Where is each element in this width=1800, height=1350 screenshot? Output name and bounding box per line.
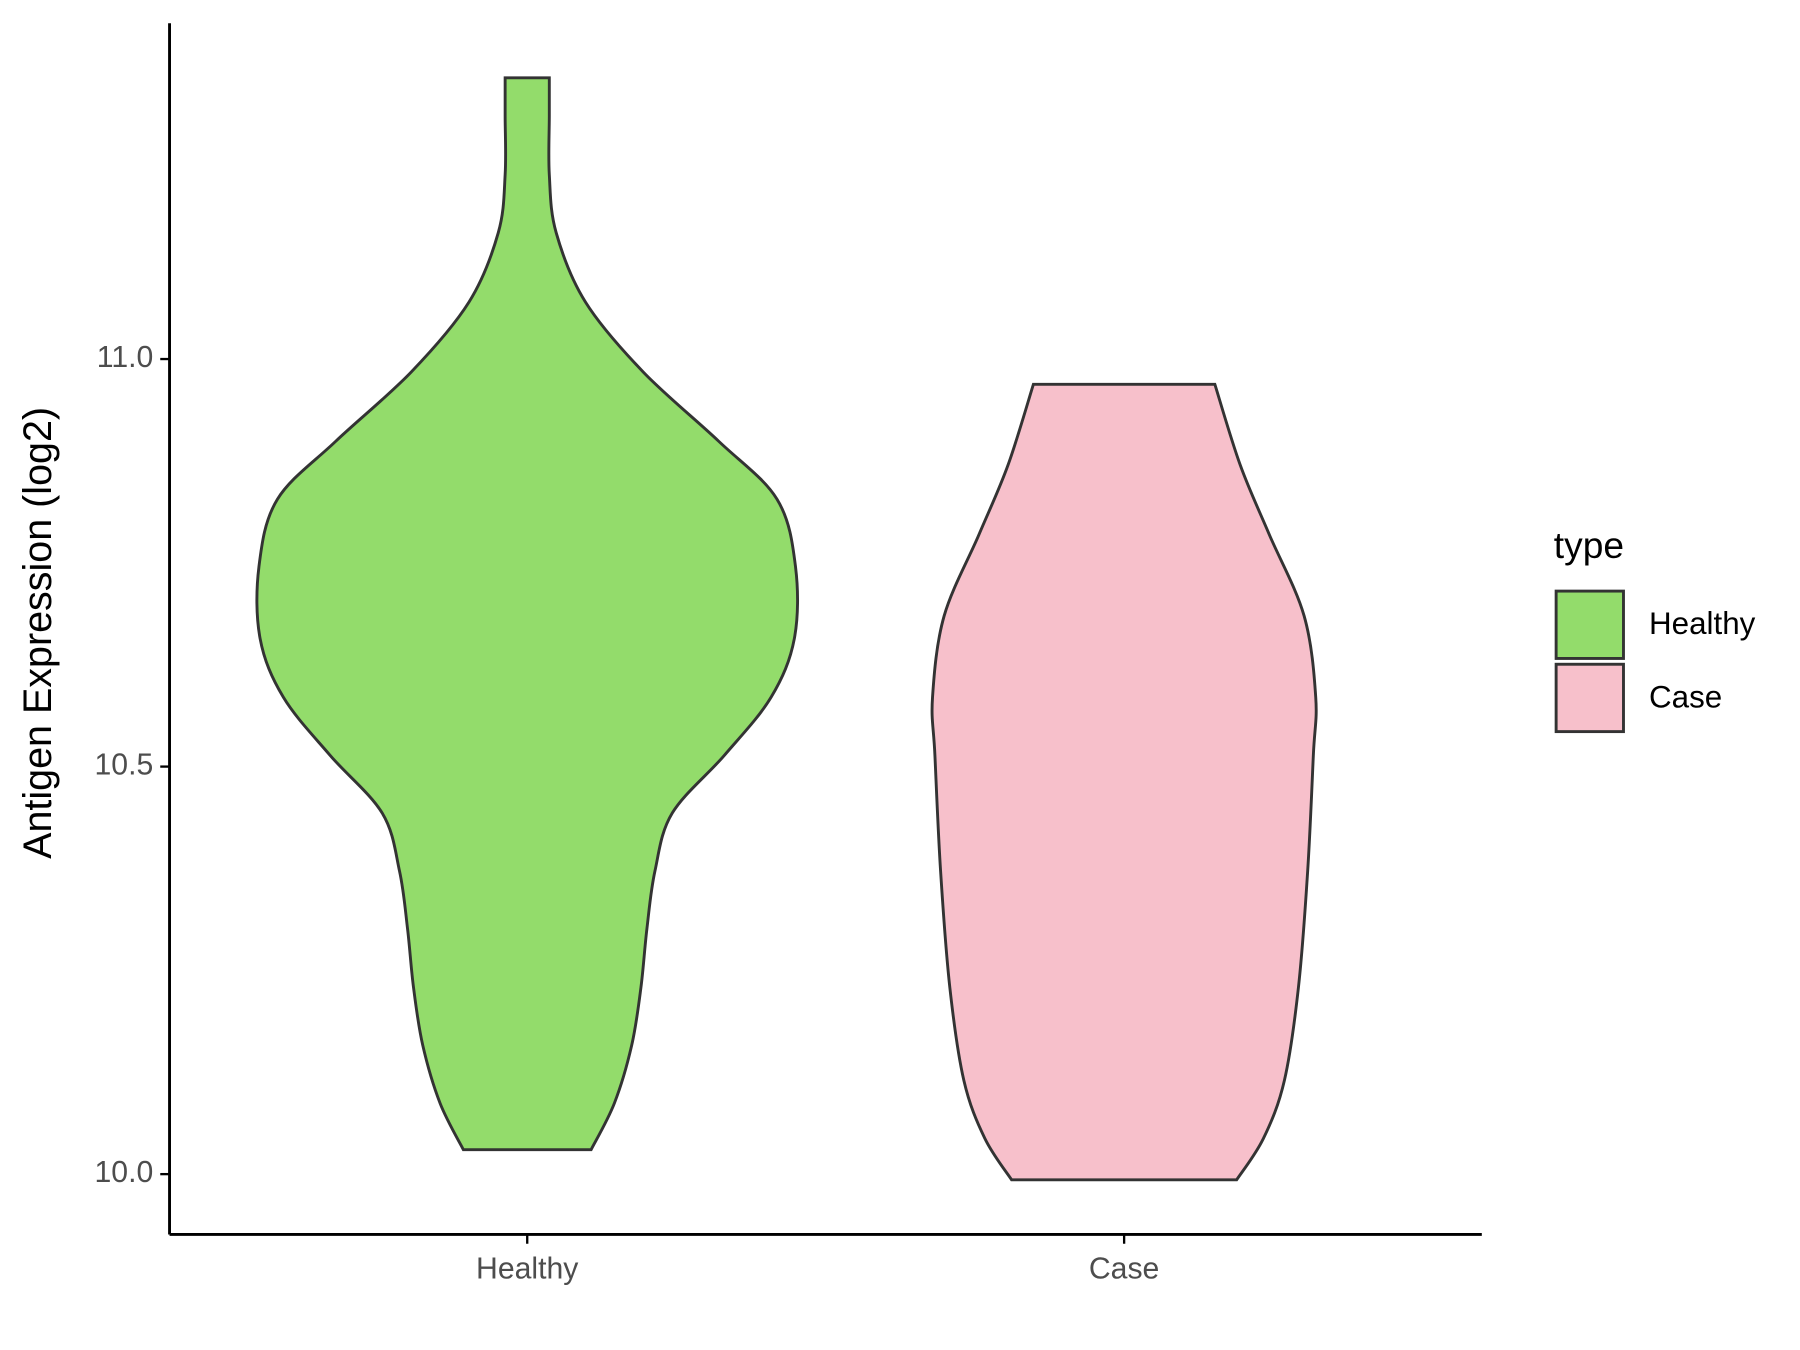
x-tick-label: Healthy: [476, 1252, 579, 1285]
y-tick-label: 10.0: [95, 1156, 154, 1189]
violin: [255, 76, 800, 1152]
y-tick-label: 11.0: [97, 341, 154, 374]
y-axis-label: Antigen Expression (log2): [16, 407, 60, 859]
legend-swatch: [1554, 589, 1625, 660]
legend-title: type: [1554, 524, 1624, 566]
violin: [930, 382, 1318, 1182]
legend-label: Healthy: [1649, 606, 1756, 641]
y-tick-label: 10.5: [95, 749, 154, 782]
legend-swatch: [1554, 662, 1625, 734]
x-tick-label: Case: [1089, 1252, 1159, 1285]
legend-label: Case: [1649, 679, 1722, 714]
